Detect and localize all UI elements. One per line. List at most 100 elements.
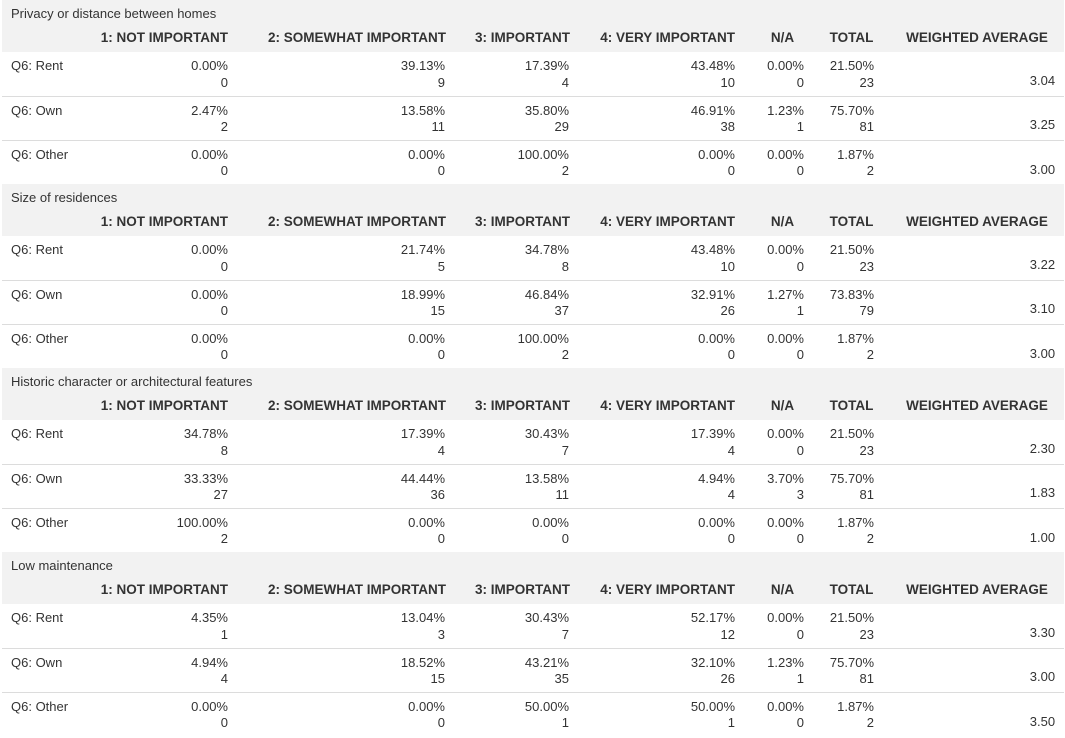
cell-percent: 32.91% xyxy=(690,286,735,302)
cell-count: 11 xyxy=(555,487,570,502)
cell-percent: 35.80% xyxy=(524,102,569,118)
cell-na: 1.23% 1 xyxy=(752,648,813,693)
cell-percent: 34.78% xyxy=(524,242,569,257)
column-header: WEIGHTED AVERAGE xyxy=(890,24,1065,52)
cell-percent: 17.39% xyxy=(400,426,445,441)
cell-count: 0 xyxy=(437,715,445,730)
cell-percent: 0.00% xyxy=(191,146,228,162)
column-header: TOTAL xyxy=(813,208,890,236)
cell-percent: 100.00% xyxy=(176,514,228,530)
cell-important: 50.00% 1 xyxy=(459,692,584,736)
column-header-row: 1: NOT IMPORTANT 2: SOMEWHAT IMPORTANT 3: … xyxy=(2,392,1065,420)
section-title: Size of residences xyxy=(2,184,1065,208)
cell-very-important: 4.94% 4 xyxy=(584,464,752,509)
cell-important: 46.84% 37 xyxy=(459,280,584,325)
cell-na: 1.27% 1 xyxy=(752,280,813,325)
cell-percent: 13.58% xyxy=(524,470,569,486)
cell-count: 35 xyxy=(554,671,569,686)
cell-percent: 4.94% xyxy=(191,654,228,670)
cell-na: 1.23% 1 xyxy=(752,96,813,141)
cell-important: 17.39% 4 xyxy=(459,52,584,97)
cell-percent: 13.58% xyxy=(400,102,445,118)
cell-count: 3 xyxy=(437,626,445,642)
cell-percent: 21.50% xyxy=(829,426,874,441)
table-row: Q6: Other 0.00% 0 0.00% 0 100.00% 2 0.00% 0 0.00%… xyxy=(2,140,1064,184)
cell-somewhat-important: 0.00% 0 xyxy=(246,140,459,184)
cell-count: 8 xyxy=(561,258,569,274)
cell-percent: 0.00% xyxy=(767,242,804,257)
cell-not-important: 4.35% 1 xyxy=(89,604,246,649)
column-header-blank xyxy=(2,392,89,420)
row-label: Q6: Own xyxy=(2,96,89,141)
cell-count: 81 xyxy=(859,119,874,134)
cell-count: 23 xyxy=(859,74,874,90)
column-header: 1: NOT IMPORTANT xyxy=(89,208,246,236)
column-header: TOTAL xyxy=(813,392,890,420)
cell-percent: 0.00% xyxy=(767,426,804,441)
column-header: 2: SOMEWHAT IMPORTANT xyxy=(246,208,459,236)
cell-very-important: 52.17% 12 xyxy=(584,604,752,649)
cell-percent: 34.78% xyxy=(183,426,228,441)
cell-count: 23 xyxy=(859,442,874,458)
cell-total: 1.87% 2 xyxy=(813,692,890,736)
cell-percent: 1.87% xyxy=(837,698,874,714)
cell-important: 35.80% 29 xyxy=(459,96,584,141)
cell-weighted-average: 3.00 xyxy=(890,648,1065,693)
cell-percent: 0.00% xyxy=(191,330,228,346)
cell-na: 0.00% 0 xyxy=(752,420,813,465)
cell-na: 0.00% 0 xyxy=(752,236,813,281)
cell-count: 2 xyxy=(866,531,874,546)
cell-not-important: 34.78% 8 xyxy=(89,420,246,465)
cell-count: 4 xyxy=(437,442,445,458)
column-header-blank xyxy=(2,208,89,236)
column-header: WEIGHTED AVERAGE xyxy=(890,208,1065,236)
cell-count: 4 xyxy=(220,671,228,686)
section-title: Privacy or distance between homes xyxy=(2,0,1065,24)
cell-count: 0 xyxy=(796,626,804,642)
cell-percent: 0.00% xyxy=(767,698,804,714)
table-row: Q6: Other 0.00% 0 0.00% 0 50.00% 1 50.00% 1 0.00%… xyxy=(2,692,1064,736)
cell-not-important: 0.00% 0 xyxy=(89,140,246,184)
cell-count: 23 xyxy=(859,626,874,642)
cell-important: 30.43% 7 xyxy=(459,420,584,465)
cell-very-important: 50.00% 1 xyxy=(584,692,752,736)
cell-percent: 33.33% xyxy=(183,470,228,486)
cell-percent: 0.00% xyxy=(767,610,804,625)
column-header-blank xyxy=(2,24,89,52)
cell-percent: 100.00% xyxy=(517,330,569,346)
column-header: 3: IMPORTANT xyxy=(459,24,584,52)
cell-percent: 4.94% xyxy=(698,470,735,486)
cell-not-important: 0.00% 0 xyxy=(89,236,246,281)
cell-percent: 0.00% xyxy=(191,698,228,714)
cell-percent: 0.00% xyxy=(767,58,804,73)
row-label: Q6: Own xyxy=(2,280,89,325)
cell-percent: 0.00% xyxy=(191,286,228,302)
cell-very-important: 46.91% 38 xyxy=(584,96,752,141)
cell-not-important: 0.00% 0 xyxy=(89,52,246,97)
cell-very-important: 32.91% 26 xyxy=(584,280,752,325)
cell-count: 8 xyxy=(220,442,228,458)
cell-total: 1.87% 2 xyxy=(813,324,890,368)
column-header: 1: NOT IMPORTANT xyxy=(89,392,246,420)
cell-weighted-average: 3.30 xyxy=(890,604,1065,649)
cell-count: 0 xyxy=(437,531,445,546)
cell-count: 7 xyxy=(561,442,569,458)
cell-count: 81 xyxy=(859,487,874,502)
table-row: Q6: Rent 0.00% 0 39.13% 9 17.39% 4 43.48% 10 0.00… xyxy=(2,52,1065,97)
column-header: 4: VERY IMPORTANT xyxy=(584,576,752,604)
cell-count: 0 xyxy=(437,347,445,362)
cell-important: 100.00% 2 xyxy=(459,324,584,368)
cell-count: 2 xyxy=(866,347,874,362)
cell-percent: 18.99% xyxy=(400,286,445,302)
cell-not-important: 0.00% 0 xyxy=(89,324,246,368)
row-label: Q6: Rent xyxy=(2,420,89,465)
column-header-row: 1: NOT IMPORTANT 2: SOMEWHAT IMPORTANT 3: … xyxy=(2,576,1065,604)
cell-important: 13.58% 11 xyxy=(459,464,584,509)
column-header: WEIGHTED AVERAGE xyxy=(890,392,1065,420)
cell-percent: 1.87% xyxy=(837,514,874,530)
cell-percent: 21.74% xyxy=(400,242,445,257)
cell-percent: 0.00% xyxy=(698,514,735,530)
column-header: 3: IMPORTANT xyxy=(459,208,584,236)
table-row: Q6: Own 0.00% 0 18.99% 15 46.84% 37 32.91% 26 1.2… xyxy=(2,280,1065,325)
cell-percent: 32.10% xyxy=(690,654,735,670)
